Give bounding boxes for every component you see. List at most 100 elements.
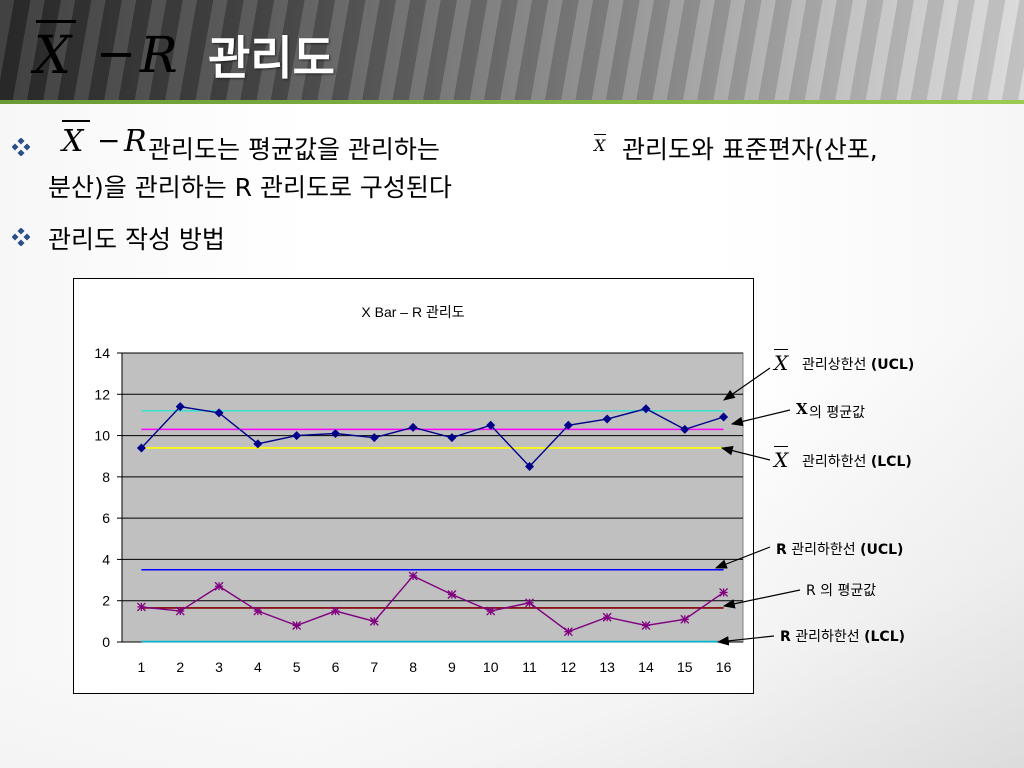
star-stroke bbox=[136, 602, 146, 612]
arrow-r-ucl bbox=[714, 546, 771, 569]
callout-label: 관리하한선 bbox=[786, 542, 861, 558]
chart-title: X Bar – R 관리도 bbox=[361, 304, 464, 320]
data-point-diamond bbox=[369, 433, 379, 443]
inline-x-symbol: X bbox=[594, 136, 606, 155]
callout-x-symbol: X bbox=[796, 400, 808, 418]
x-tick-label: 12 bbox=[561, 659, 577, 675]
callout-r-symbol: R bbox=[776, 542, 787, 558]
star-stroke bbox=[175, 606, 185, 616]
data-point-diamond bbox=[486, 420, 496, 430]
bullet-2-text: 관리도 작성 방법 bbox=[48, 225, 225, 254]
data-point-star bbox=[719, 587, 729, 597]
star-stroke bbox=[486, 606, 496, 616]
callout-label: 의 평균값 bbox=[815, 583, 877, 599]
callout-text: 관리상한선 (UCL) bbox=[802, 354, 914, 374]
title-x-bar-symbol: X bbox=[34, 20, 80, 86]
star-stroke bbox=[563, 627, 573, 637]
y-tick-label: 6 bbox=[102, 510, 110, 526]
x-tick-label: 2 bbox=[176, 659, 184, 675]
callout-x-symbol: X bbox=[774, 448, 789, 472]
arrow-r-mean bbox=[722, 589, 801, 609]
star-stroke bbox=[680, 614, 690, 624]
data-point-diamond bbox=[330, 429, 340, 439]
data-point-diamond bbox=[253, 439, 263, 449]
x-tick-label: 1 bbox=[138, 659, 146, 675]
series-line bbox=[141, 575, 724, 633]
data-point-diamond bbox=[525, 462, 535, 472]
data-point-diamond bbox=[602, 414, 612, 424]
title-r-symbol: R bbox=[140, 26, 178, 84]
x-tick-label: 5 bbox=[293, 659, 301, 675]
y-tick-label: 10 bbox=[94, 428, 110, 444]
bullet-x-overline bbox=[62, 120, 90, 122]
x-tick-label: 14 bbox=[638, 659, 654, 675]
bullet-1-text-a: 관리도는 평균값을 관리하는 bbox=[148, 135, 440, 164]
data-point-diamond bbox=[447, 433, 457, 443]
control-chart: X Bar – R 관리도 0 2 4 6 8 10 12 14 1 2 3 4 5 6 7 8 9 10 11 12… bbox=[73, 278, 754, 694]
page-title: 관리도 bbox=[208, 31, 335, 85]
x-tick-label: 4 bbox=[254, 659, 262, 675]
data-point-diamond bbox=[214, 408, 224, 418]
diamond-bullet-icon bbox=[12, 138, 30, 156]
callout-text: 관리하한선 (LCL) bbox=[802, 451, 912, 471]
x-tick-label: 7 bbox=[370, 659, 378, 675]
title-minus: − bbox=[96, 26, 137, 82]
data-point-star bbox=[486, 606, 496, 616]
title-x-letter: X bbox=[34, 26, 72, 86]
arrow-xbar-ucl bbox=[723, 367, 771, 401]
bullet-minus: − bbox=[97, 124, 121, 157]
inline-x-overline bbox=[594, 134, 606, 135]
x-tick-label: 3 bbox=[215, 659, 223, 675]
star-stroke bbox=[253, 606, 263, 616]
star-stroke bbox=[719, 587, 729, 597]
callout-label: 관리상한선 bbox=[802, 357, 871, 373]
x-tick-label: 8 bbox=[409, 659, 417, 675]
x-tick-label: 16 bbox=[716, 659, 732, 675]
x-tick-label: 6 bbox=[332, 659, 340, 675]
callout-overline bbox=[774, 349, 788, 350]
data-point-star bbox=[641, 621, 651, 630]
header-accent-line bbox=[0, 100, 1024, 104]
x-tick-label: 10 bbox=[483, 659, 499, 675]
data-point-diamond bbox=[292, 431, 302, 441]
data-point-diamond bbox=[680, 424, 690, 434]
diamond-bullet-icon bbox=[12, 228, 30, 246]
callout-bold: (UCL) bbox=[870, 357, 915, 373]
data-point-diamond bbox=[641, 404, 651, 414]
callout-text: R 관리하한선 (LCL) bbox=[780, 626, 905, 646]
star-stroke bbox=[331, 606, 340, 616]
y-tick-label: 2 bbox=[102, 593, 110, 609]
callout-overline bbox=[774, 446, 788, 447]
y-tick-label: 4 bbox=[102, 551, 110, 567]
data-point-star bbox=[292, 621, 302, 630]
title-banner: X − R 관리도 bbox=[0, 0, 1024, 104]
callout-bold: (LCL) bbox=[864, 629, 906, 645]
series-line bbox=[140, 405, 724, 468]
data-point-star bbox=[563, 627, 573, 637]
arrow-r-lcl bbox=[716, 635, 775, 646]
arrow-xbar-lcl bbox=[720, 445, 771, 461]
data-point-star bbox=[680, 614, 690, 624]
callout-label: 관리하한선 bbox=[802, 454, 871, 470]
star-stroke bbox=[447, 590, 457, 599]
data-point-star bbox=[602, 612, 612, 622]
star-stroke bbox=[408, 571, 418, 581]
callout-r-symbol: R bbox=[780, 629, 791, 645]
star-stroke bbox=[525, 598, 534, 608]
bullet-r-symbol: R bbox=[124, 124, 147, 159]
data-point-star bbox=[175, 606, 185, 616]
callout-text: 의 평균값 bbox=[809, 405, 865, 421]
data-point-diamond bbox=[136, 443, 146, 453]
star-stroke bbox=[214, 581, 224, 591]
data-point-star bbox=[214, 581, 224, 591]
star-stroke bbox=[602, 612, 612, 622]
x-tick-label: 11 bbox=[522, 659, 537, 675]
callout-text: R 관리하한선 (UCL) bbox=[776, 539, 903, 559]
bullet-x-symbol: X bbox=[62, 124, 84, 159]
bullet-1-text-b: 관리도와 표준편자(산포, bbox=[622, 135, 878, 164]
callout-bold: (UCL) bbox=[860, 542, 904, 558]
data-point-star bbox=[369, 616, 379, 626]
data-point-star bbox=[136, 602, 146, 612]
star-stroke bbox=[641, 621, 651, 630]
